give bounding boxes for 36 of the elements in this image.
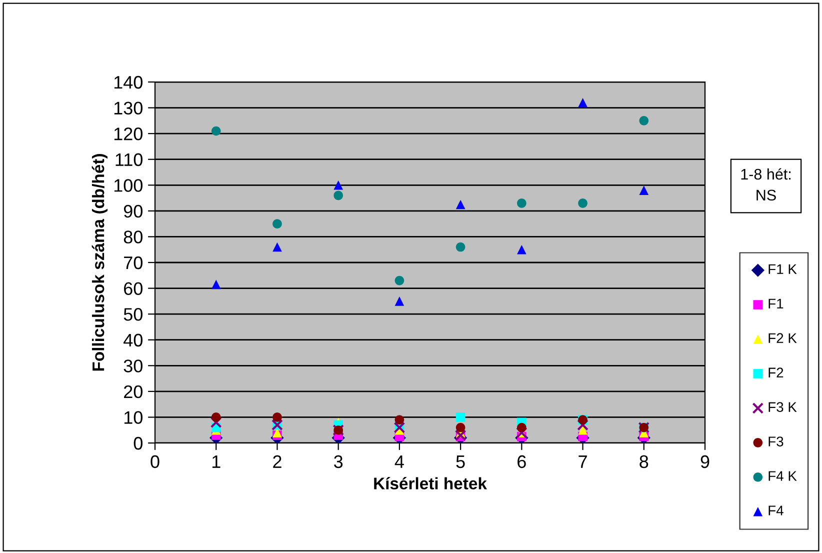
- y-axis-title: Folliculusok száma (db/hét): [92, 154, 108, 371]
- y-tick-label: 70: [124, 256, 142, 270]
- y-tick-label: 10: [124, 411, 142, 424]
- legend-label: F1: [768, 298, 784, 308]
- legend-label: F1 K: [768, 264, 797, 274]
- y-tick-label: 40: [124, 334, 142, 347]
- x-axis-title: Kísérleti hetek: [374, 477, 487, 490]
- x-tick-label: 6: [518, 455, 526, 468]
- x-tick-label: 8: [640, 455, 648, 468]
- text: 1-8 hét: NS: [741, 168, 791, 201]
- legend-label: F3: [768, 436, 784, 446]
- y-tick-label: 120: [114, 128, 142, 140]
- y-tick-label: 60: [124, 282, 142, 296]
- x-tick-label: 4: [394, 455, 404, 468]
- y-tick-label: 20: [124, 385, 142, 398]
- y-tick-label: 110: [116, 153, 142, 166]
- legend-label: F4: [768, 506, 784, 516]
- x-tick-label: 0: [150, 455, 160, 468]
- y-tick-label: 0: [134, 436, 142, 450]
- y-tick-label: 30: [124, 360, 142, 372]
- y-tick-label: 130: [114, 102, 142, 115]
- x-tick-label: 9: [700, 455, 710, 468]
- y-tick-label: 100: [114, 179, 142, 192]
- y-tick-label: 90: [124, 204, 142, 218]
- x-tick-label: 2: [273, 455, 282, 468]
- y-tick-label: 80: [124, 230, 142, 244]
- x-tick-label: 7: [578, 455, 587, 468]
- x-tick-label: 3: [334, 455, 343, 468]
- legend-label: F3 K: [768, 402, 797, 412]
- y-tick-label: 140: [114, 76, 142, 89]
- x-tick-label: 1: [212, 455, 220, 468]
- x-tick-label: 5: [456, 455, 465, 468]
- y-tick-label: 50: [124, 308, 142, 321]
- legend-label: F2 K: [768, 333, 797, 343]
- legend-label: F2: [768, 368, 784, 378]
- legend-label: F4 K: [768, 471, 797, 481]
